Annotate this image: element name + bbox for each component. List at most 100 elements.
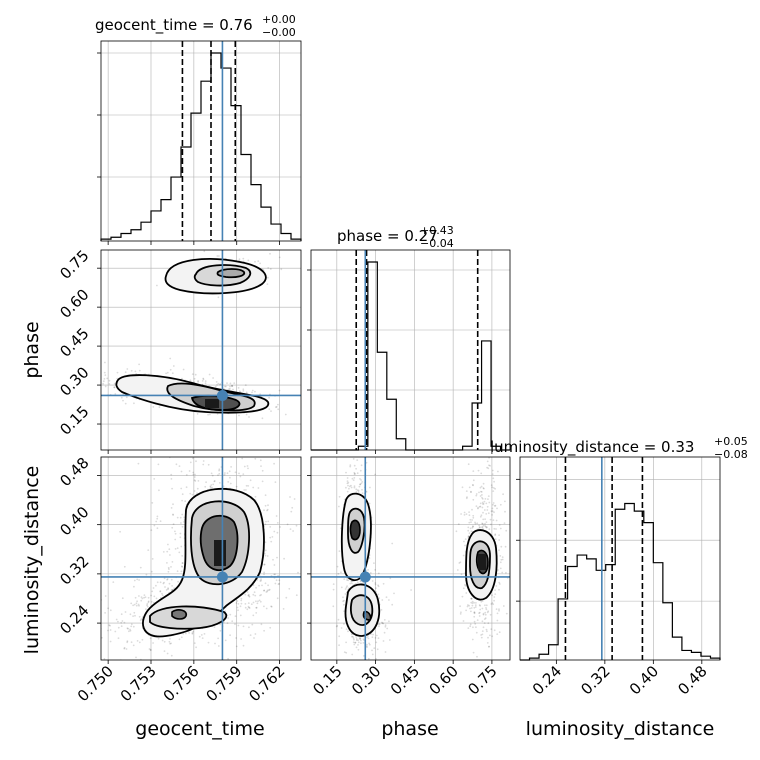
scatter-point [485,628,488,631]
scatter-point [259,580,262,582]
scatter-point [126,627,129,630]
tick-label-y: 0.24 [56,601,92,637]
scatter-point [166,550,169,553]
scatter-point [168,582,171,585]
scatter-point [178,638,181,641]
scatter-point [133,611,136,614]
scatter-point [384,624,387,627]
scatter-point [138,579,141,581]
contour-inner [349,519,361,541]
scatter-point [391,603,394,606]
scatter-point [227,434,229,436]
scatter-point [245,391,248,394]
scatter-point [129,629,132,632]
scatter-point [366,643,368,646]
scatter-point [352,637,355,639]
scatter-point [170,473,173,476]
scatter-point [382,582,385,585]
scatter-point [273,530,276,533]
scatter-point [345,586,348,589]
scatter-point [357,436,359,438]
scatter-point [490,510,493,513]
scatter-point [272,558,274,561]
scatter-point [476,655,478,658]
panel-distance-hist: 0.24 0.32 0.40 0.48 [516,456,721,698]
scatter-point [181,493,184,496]
scatter-point [227,617,230,619]
scatter-point [217,382,220,385]
scatter-point [484,522,486,525]
scatter-point [196,492,198,494]
scatter-point [478,612,480,615]
scatter-point [195,460,197,463]
scatter-point [472,470,475,472]
scatter-point [156,517,159,520]
scatter-point [485,604,488,607]
scatter-point [245,413,248,416]
scatter-point [120,621,123,624]
scatter-point [480,472,483,475]
scatter-point [232,441,234,443]
scatter-point [261,469,264,472]
scatter-point [217,474,219,476]
scatter-point [343,603,345,606]
scatter-point [115,618,118,621]
scatter-point [485,608,488,611]
scatter-point [234,615,237,618]
scatter-point [494,534,496,536]
tick-label-x: 0.762 [245,662,288,705]
scatter-point [340,571,342,574]
tick-label-y: 0.40 [56,503,92,539]
scatter-point [485,502,488,505]
scatter-point [170,478,173,480]
scatter-point [340,586,343,589]
scatter-point [487,610,490,613]
scatter-point [470,521,472,523]
scatter-point [170,589,173,592]
scatter-point [193,479,196,482]
scatter-point [278,579,281,582]
scatter-point [488,645,490,648]
scatter-point [202,377,205,380]
scatter-point [481,498,484,500]
scatter-point [332,605,335,608]
scatter-point [215,381,218,383]
scatter-point [109,609,112,612]
scatter-point [273,573,276,576]
scatter-point [479,515,482,518]
scatter-point [159,590,162,592]
scatter-point [214,385,217,388]
truth-marker [216,389,228,401]
scatter-point [171,487,174,490]
scatter-point [133,402,135,405]
scatter-point [284,413,287,416]
scatter-point [472,484,474,487]
scatter-point [471,508,473,511]
scatter-point [480,514,483,517]
scatter-point [158,489,160,492]
scatter-point [107,607,109,610]
title-geocent-time-minus: −0.00 [262,26,296,39]
scatter-point [491,469,494,472]
histogram-step [100,52,302,241]
scatter-point [189,461,192,464]
scatter-point [457,523,460,525]
scatter-point [238,258,241,261]
scatter-point [479,505,482,508]
scatter-point [479,495,482,497]
scatter-point [463,540,465,543]
scatter-point [185,632,187,635]
scatter-point [209,486,212,489]
scatter-point [477,469,480,472]
scatter-point [133,585,135,588]
scatter-point [277,583,280,586]
scatter-point [291,506,294,509]
scatter-point [481,496,483,499]
scatter-point [460,513,462,515]
scatter-point [365,645,368,648]
scatter-point [471,602,474,605]
scatter-point [374,637,377,639]
scatter-point [384,651,387,653]
tick-label-x: 0.48 [674,662,710,698]
scatter-point [193,377,196,380]
